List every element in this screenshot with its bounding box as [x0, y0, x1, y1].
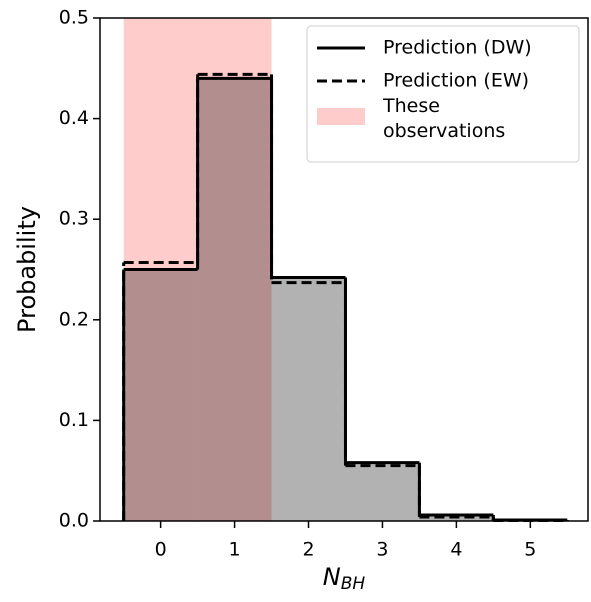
- x-axis-label-sub: BH: [341, 574, 366, 594]
- legend-label: Prediction (DW): [383, 37, 532, 59]
- y-tick-label: 0.1: [59, 409, 89, 431]
- y-tick-label: 0.2: [59, 308, 89, 330]
- legend-swatch: [317, 108, 365, 125]
- y-tick-label: 0.4: [59, 107, 89, 129]
- legend-box: [306, 25, 580, 163]
- y-axis-label: Probability: [13, 206, 41, 333]
- plot-frame: [99, 17, 589, 522]
- x-tick-label: 2: [302, 539, 314, 561]
- legend-label: These observations: [382, 95, 505, 142]
- x-tick-label: 0: [155, 539, 167, 561]
- x-tick-label: 4: [450, 539, 462, 561]
- x-tick-label: 5: [524, 539, 536, 561]
- x-axis-label: NBH: [323, 563, 366, 594]
- bar-fill: [123, 269, 198, 521]
- y-tick-label: 0.3: [59, 208, 89, 230]
- bar-fill: [197, 78, 272, 522]
- legend-label: Prediction (EW): [383, 70, 529, 92]
- x-tick-label: 1: [229, 539, 241, 561]
- x-axis-label-main: N: [323, 563, 341, 591]
- y-tick-label: 0.5: [59, 7, 89, 29]
- x-tick-label: 3: [376, 539, 388, 561]
- legend: Prediction (DW) Prediction (EW) These obser…: [306, 25, 580, 163]
- y-tick-label: 0.0: [59, 510, 89, 532]
- bar-fill: [271, 277, 346, 521]
- bar-fill: [345, 462, 420, 521]
